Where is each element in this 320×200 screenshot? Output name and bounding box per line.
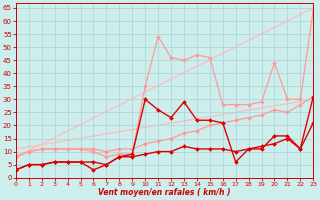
- X-axis label: Vent moyen/en rafales ( km/h ): Vent moyen/en rafales ( km/h ): [98, 188, 231, 197]
